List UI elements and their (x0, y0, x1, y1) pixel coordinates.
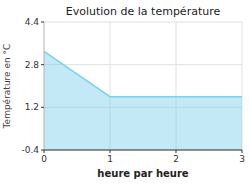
x-tick (110, 150, 111, 153)
line (44, 51, 242, 96)
x-tick (176, 150, 177, 153)
chart: 0 1 2 3 -0.4 1.2 2.8 4.4 heure par heure Températ… (0, 0, 250, 188)
y-tick (41, 22, 44, 23)
chart-container: 0 1 2 3 -0.4 1.2 2.8 4.4 heure par heure Températ… (0, 0, 250, 188)
grid-line-y (44, 64, 242, 65)
plot-area (44, 51, 242, 150)
y-tick-label: 1.2 (25, 102, 39, 112)
x-axis-label: heure par heure (97, 168, 188, 179)
x-tick-label: 0 (41, 154, 47, 164)
title: Evolution de la température (66, 5, 221, 18)
x-tick-label: 1 (107, 154, 113, 164)
y-tick (41, 64, 44, 65)
y-axis-label: Température en °C (2, 44, 12, 130)
y-tick-label: 2.8 (25, 60, 40, 70)
x-tick-label: 2 (173, 154, 179, 164)
x-tick (242, 150, 243, 153)
grid-line-y (44, 150, 242, 151)
x-axis-line (44, 150, 242, 151)
y-axis-line (44, 22, 45, 150)
y-tick (41, 107, 44, 108)
y-tick-label: 4.4 (25, 17, 40, 27)
y-tick (41, 150, 44, 151)
area (44, 51, 242, 150)
grid-line-y (44, 22, 242, 23)
y-tick-label: -0.4 (21, 145, 39, 155)
axes: 0 1 2 3 -0.4 1.2 2.8 4.4 (21, 17, 244, 164)
grid (44, 22, 242, 150)
x-tick-label: 3 (239, 154, 245, 164)
